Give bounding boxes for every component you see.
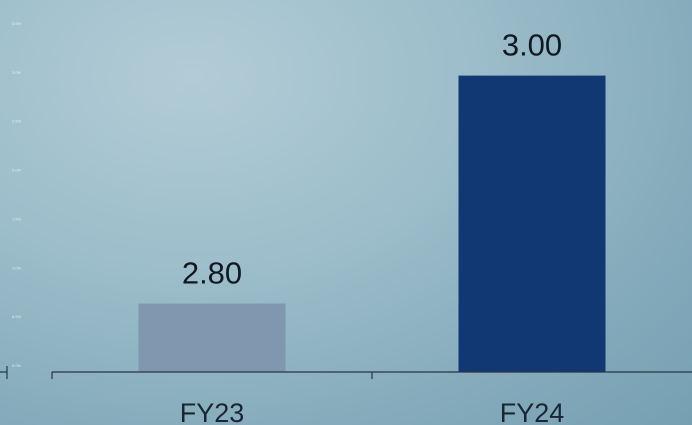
y-tick-label: 2.5% [12, 119, 22, 124]
x-axis: FY23 FY24 [0, 366, 692, 425]
bar-group: 2.80 3.00 [138, 28, 606, 372]
x-tick-label-fy24: FY24 [500, 398, 565, 425]
y-tick-label: 3.5% [12, 21, 22, 26]
y-tick-label: 1.5% [12, 216, 22, 221]
y-axis-ticks: 0.0% 0.5% 1.0% 1.5% 2.0% 2.5% 3.0% 3.5% [12, 21, 22, 368]
bar-fy24 [458, 75, 606, 372]
y-tick-label: 0.5% [12, 314, 22, 319]
y-tick-label: 1.0% [12, 265, 22, 270]
x-tick-label-fy23: FY23 [180, 398, 245, 425]
data-label-fy24: 3.00 [502, 28, 562, 63]
y-tick-label: 2.0% [12, 168, 22, 173]
bar-fy23 [138, 303, 286, 372]
y-tick-label: 3.0% [12, 70, 22, 75]
data-label-fy23: 2.80 [182, 256, 242, 291]
y-tick-label: 0.0% [12, 363, 22, 368]
